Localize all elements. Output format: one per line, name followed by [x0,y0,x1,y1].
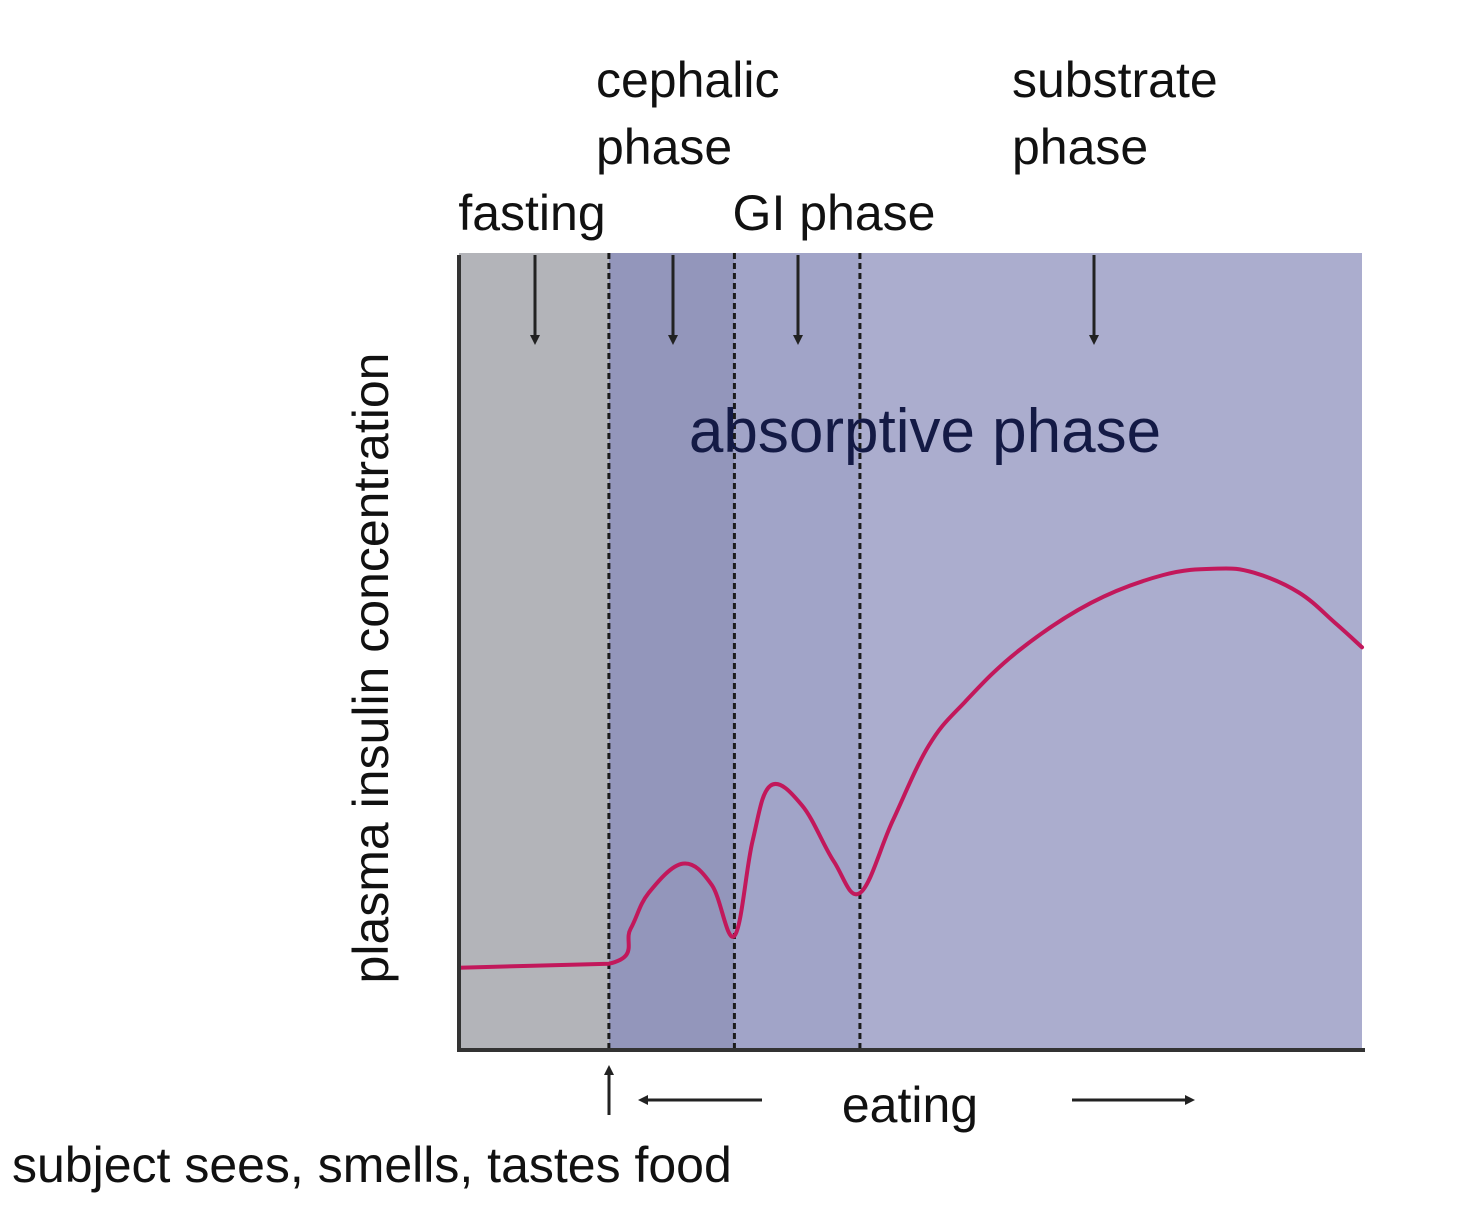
phase-label: phase [1012,119,1148,175]
phase-arrows [530,255,1099,345]
phase-label: fasting [458,185,605,241]
phase-band-gi-phase [734,253,860,1048]
phase-band-fasting [459,253,609,1048]
phase-label: cephalic [596,52,779,108]
phase-label: GI phase [733,185,936,241]
absorptive-phase-label: absorptive phase [689,397,1161,466]
phase-band-cephalic-phase [608,253,735,1048]
y-axis-label: plasma insulin concentration [343,353,399,984]
phase-band-substrate-phase [859,253,1362,1048]
phase-bands [459,253,1362,1048]
eating-label: eating [842,1077,978,1133]
phase-dividers [607,253,862,1048]
insulin-curve [457,566,1364,970]
phase-label: substrate [1012,52,1218,108]
phase-label: phase [596,119,732,175]
stimulus-label: subject sees, smells, tastes food [12,1137,732,1193]
